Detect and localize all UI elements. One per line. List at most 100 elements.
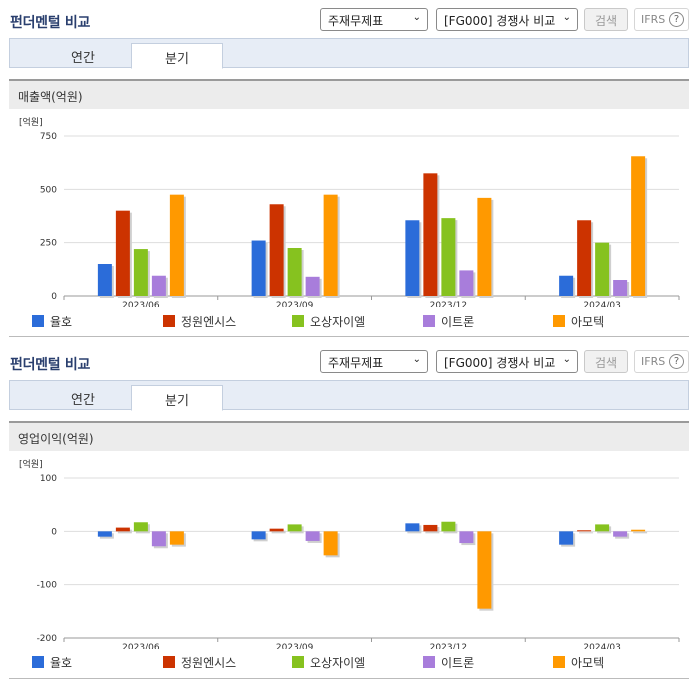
legend-item[interactable]: 율호 (32, 313, 72, 329)
question-circle-icon: ? (669, 354, 684, 369)
legend-item[interactable]: 아모텍 (553, 313, 604, 329)
bar (287, 248, 302, 296)
legend-label: 정원엔시스 (181, 656, 237, 670)
legend-label: 율호 (50, 656, 73, 670)
tab-annual[interactable]: 연간 (71, 393, 95, 408)
bar-shadow (271, 530, 286, 534)
metric-title: 영업이익(억원) (9, 421, 689, 451)
statement-type-value: 주재무제표 (328, 14, 384, 28)
bar (559, 275, 574, 296)
legend-swatch (292, 656, 304, 668)
bar (169, 531, 184, 545)
fundamental-compare-section: 펀더멘털 비교 주재무제표 ⌄ [FG000] 경쟁사 비교 ⌄ 검색 IFRS… (9, 8, 689, 337)
bar (405, 220, 420, 296)
bar (269, 528, 284, 532)
bar (595, 242, 610, 296)
bar (441, 521, 456, 532)
y-axis-unit-label: [억원] (19, 116, 43, 128)
tab-quarter[interactable]: 분기 (131, 385, 223, 411)
legend-item[interactable]: 이트론 (423, 654, 474, 670)
legend-label: 아모텍 (571, 315, 605, 329)
bar-shadow (117, 529, 132, 534)
bar (577, 220, 592, 296)
legend-item[interactable]: 아모텍 (553, 654, 604, 670)
x-tick-label: 2023/12 (430, 301, 467, 307)
chevron-down-icon: ⌄ (562, 12, 571, 23)
x-tick-label: 2023/06 (122, 301, 160, 307)
legend-item[interactable]: 오상자이엘 (292, 313, 365, 329)
legend-swatch (423, 315, 435, 327)
bar (97, 531, 112, 537)
section-title: 펀더멘털 비교 (10, 357, 91, 373)
legend-swatch (553, 656, 565, 668)
period-tabs: 연간 분기 (9, 380, 689, 411)
legend-item[interactable]: 율호 (32, 654, 72, 670)
y-tick-label: -200 (37, 634, 58, 644)
bar (631, 156, 646, 296)
bar-shadow (579, 532, 594, 534)
y-tick-label: 250 (40, 239, 57, 249)
bar (115, 210, 130, 296)
legend-label: 이트론 (441, 315, 475, 329)
ifrs-help-button[interactable]: IFRS ? (634, 350, 689, 373)
bar (459, 270, 474, 296)
bar (405, 523, 420, 532)
y-axis-unit-label: [억원] (19, 458, 43, 470)
bar (287, 524, 302, 532)
tab-quarter[interactable]: 분기 (131, 43, 223, 69)
bar (133, 249, 148, 296)
search-button[interactable]: 검색 (584, 350, 628, 373)
peer-group-select[interactable]: [FG000] 경쟁사 비교 ⌄ (436, 8, 578, 31)
bar (423, 173, 438, 296)
period-tabs: 연간 분기 (9, 38, 689, 69)
statement-type-select[interactable]: 주재무제표 ⌄ (320, 350, 428, 373)
bar (305, 531, 320, 541)
peer-group-value: [FG000] 경쟁사 비교 (444, 356, 556, 370)
fundamental-compare-section: 펀더멘털 비교 주재무제표 ⌄ [FG000] 경쟁사 비교 ⌄ 검색 IFRS… (0, 342, 696, 684)
bar (595, 524, 610, 532)
ifrs-label: IFRS (641, 355, 666, 368)
chevron-down-icon: ⌄ (412, 354, 421, 365)
legend-item[interactable]: 오상자이엘 (292, 654, 365, 670)
legend-label: 정원엔시스 (181, 315, 237, 329)
y-tick-label: 750 (40, 132, 57, 142)
legend-label: 율호 (50, 315, 73, 329)
bar-shadow (633, 531, 648, 534)
legend-swatch (292, 315, 304, 327)
legend-label: 오상자이엘 (310, 315, 366, 329)
legend-item[interactable]: 이트론 (423, 313, 474, 329)
x-tick-label: 2024/03 (583, 643, 620, 649)
chevron-down-icon: ⌄ (412, 12, 421, 23)
legend-item[interactable]: 정원엔시스 (163, 313, 236, 329)
bar (133, 522, 148, 532)
operating-profit-bar-chart: [억원] -200 -100 0 100 2023/06 2023/09 2023/12 202… (19, 458, 680, 649)
bar (441, 218, 456, 296)
peer-group-select[interactable]: [FG000] 경쟁사 비교 ⌄ (436, 350, 578, 373)
tab-annual[interactable]: 연간 (71, 51, 95, 66)
legend-swatch (423, 656, 435, 668)
bar (423, 524, 438, 532)
search-button[interactable]: 검색 (584, 8, 628, 31)
bar (151, 531, 166, 547)
legend-label: 이트론 (441, 656, 475, 670)
section-divider (9, 678, 689, 679)
chevron-down-icon: ⌄ (562, 354, 571, 365)
bar (559, 531, 574, 545)
statement-type-select[interactable]: 주재무제표 ⌄ (320, 8, 428, 31)
statement-type-value: 주재무제표 (328, 356, 384, 370)
y-tick-label: 0 (51, 292, 57, 302)
section-title: 펀더멘털 비교 (10, 15, 91, 31)
x-tick-label: 2023/06 (122, 643, 160, 649)
bar (251, 240, 266, 296)
legend-swatch (553, 315, 565, 327)
legend-item[interactable]: 정원엔시스 (163, 654, 236, 670)
bar (115, 527, 130, 532)
bar (477, 197, 492, 296)
x-tick-label: 2023/12 (430, 643, 467, 649)
legend-swatch (32, 315, 44, 327)
ifrs-help-button[interactable]: IFRS ? (634, 8, 689, 31)
bar (151, 275, 166, 296)
legend-label: 아모텍 (571, 656, 605, 670)
legend-swatch (32, 656, 44, 668)
peer-group-value: [FG000] 경쟁사 비교 (444, 14, 556, 28)
